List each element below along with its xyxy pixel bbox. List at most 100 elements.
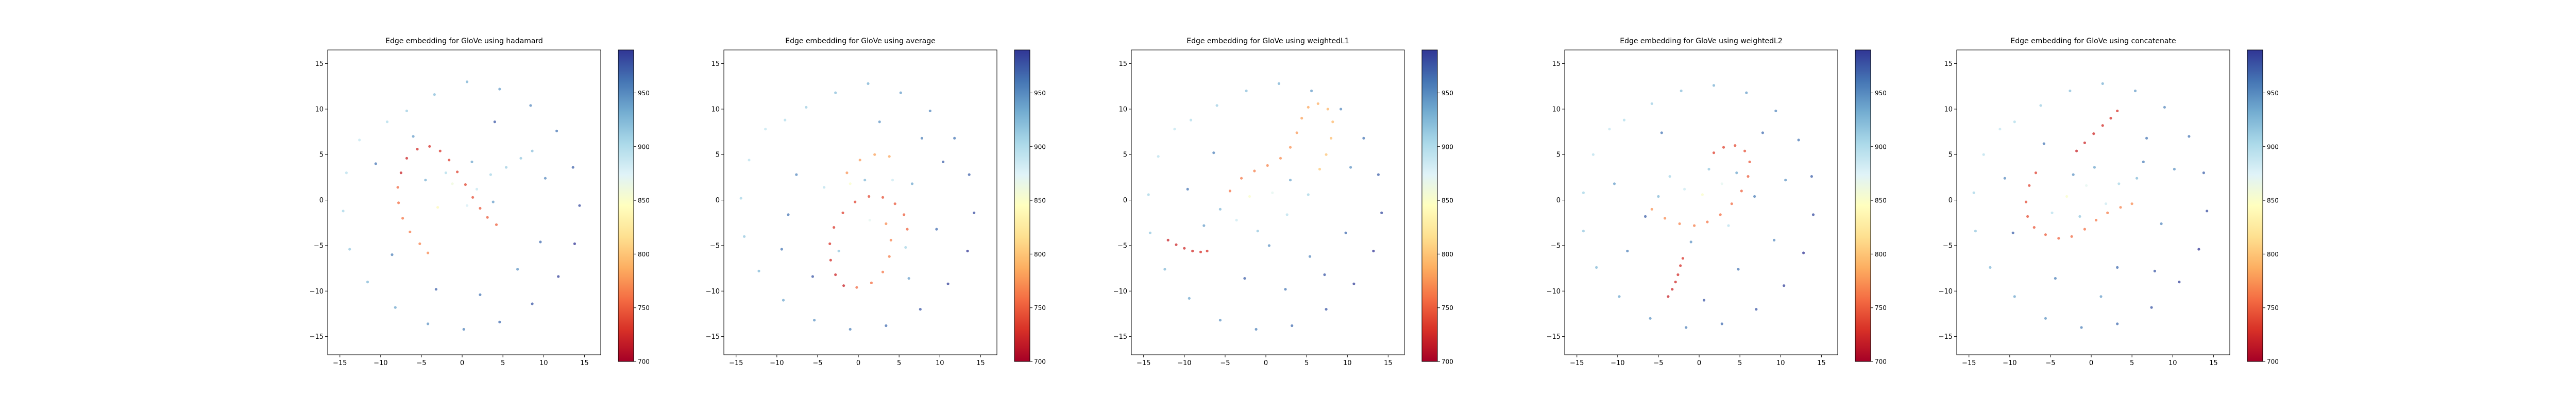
y-tick-label: −5: [1551, 242, 1561, 250]
data-point: [1701, 193, 1704, 196]
axes-frame: [723, 49, 997, 355]
x-tick-label: 5: [1304, 359, 1309, 367]
data-point: [2109, 116, 2112, 120]
data-point: [448, 159, 451, 162]
data-point: [946, 282, 950, 285]
y-tick-label: 10: [1118, 106, 1127, 113]
data-point: [878, 120, 881, 124]
data-point: [1685, 326, 1688, 329]
colorbar-tick-label: 750: [1034, 304, 1046, 312]
data-point: [1660, 131, 1663, 134]
y-tick-label: −5: [1117, 242, 1127, 250]
data-point: [1712, 84, 1716, 87]
data-point: [1737, 268, 1740, 271]
data-point: [854, 200, 857, 203]
subplot-2: Edge embedding for GloVe using average −1…: [706, 37, 1046, 367]
plot-title: Edge embedding for GloVe using weightedL…: [1620, 37, 1783, 45]
data-point: [1206, 249, 1209, 253]
y-tick-label: 5: [1948, 151, 1953, 159]
x-tick-label: −15: [1962, 359, 1976, 367]
data-point: [881, 196, 885, 199]
data-point: [1774, 109, 1777, 112]
data-point: [2178, 281, 2181, 284]
colorbar-tick-label: 850: [1442, 197, 1453, 204]
data-point: [1678, 222, 1681, 226]
axes-frame: [327, 49, 601, 355]
data-point: [1235, 218, 1238, 222]
data-point: [1307, 193, 1310, 196]
data-point: [1189, 118, 1193, 122]
data-point: [2039, 104, 2042, 107]
data-point: [2093, 166, 2096, 169]
data-point: [782, 299, 785, 302]
data-point: [573, 242, 576, 245]
y-tick-label: −10: [310, 288, 324, 296]
data-point: [1148, 231, 1151, 234]
data-point: [1147, 193, 1150, 196]
colorbar-tick-label: 700: [1875, 358, 1887, 366]
data-point: [2083, 141, 2086, 144]
data-point: [1974, 230, 1977, 233]
y-tick-label: 10: [1944, 106, 1953, 113]
data-point: [2072, 173, 2075, 176]
data-point: [1727, 224, 1730, 227]
data-point: [1595, 266, 1598, 269]
data-point: [475, 187, 479, 191]
data-point: [1380, 211, 1383, 214]
data-point: [764, 128, 767, 131]
data-point: [1608, 128, 1611, 131]
data-point: [1649, 317, 1652, 320]
data-point: [345, 171, 348, 175]
data-point: [1626, 249, 1629, 253]
data-point: [891, 179, 894, 182]
colorbar: [618, 49, 634, 362]
data-point: [953, 136, 956, 140]
data-point: [1300, 116, 1303, 120]
data-point: [444, 171, 448, 175]
y-tick-label: 15: [711, 60, 720, 68]
x-tick-label: −10: [374, 359, 387, 367]
axes-frame: [1956, 49, 2230, 355]
data-point: [910, 182, 914, 185]
data-point: [2099, 295, 2103, 298]
data-point: [519, 157, 522, 160]
data-point: [493, 120, 496, 124]
y-tick-label: −10: [706, 288, 720, 296]
data-point: [2101, 124, 2104, 127]
data-point: [1802, 251, 1805, 254]
y-tick-label: −15: [1547, 333, 1561, 341]
data-point: [757, 269, 760, 273]
data-point: [1689, 240, 1692, 244]
data-point: [374, 162, 377, 165]
data-point: [2136, 177, 2139, 180]
data-point: [557, 275, 560, 278]
y-tick-label: −15: [310, 333, 324, 341]
data-point: [1797, 139, 1800, 142]
data-point: [462, 327, 465, 331]
data-point: [1256, 230, 1259, 233]
data-point: [1228, 189, 1231, 193]
data-point: [1285, 213, 1289, 216]
data-point: [849, 182, 852, 185]
scatter-points: [342, 80, 581, 331]
data-point: [823, 186, 826, 189]
y-tick-label: −5: [710, 242, 720, 250]
y-tick-label: 15: [1118, 60, 1127, 68]
data-point: [2116, 266, 2119, 269]
data-point: [2065, 195, 2069, 198]
data-point: [2044, 233, 2047, 236]
data-point: [424, 179, 427, 182]
x-tick-label: 10: [936, 359, 944, 367]
data-point: [1707, 167, 1710, 171]
data-point: [2070, 235, 2073, 238]
y-tick-label: −15: [1939, 333, 1953, 341]
data-point: [486, 216, 489, 219]
data-point: [405, 157, 409, 160]
data-point: [873, 153, 876, 156]
data-point: [436, 206, 439, 209]
data-point: [1289, 146, 1292, 149]
data-point: [492, 200, 495, 203]
data-point: [1218, 208, 1222, 211]
data-point: [2206, 210, 2209, 213]
data-point: [464, 183, 467, 186]
